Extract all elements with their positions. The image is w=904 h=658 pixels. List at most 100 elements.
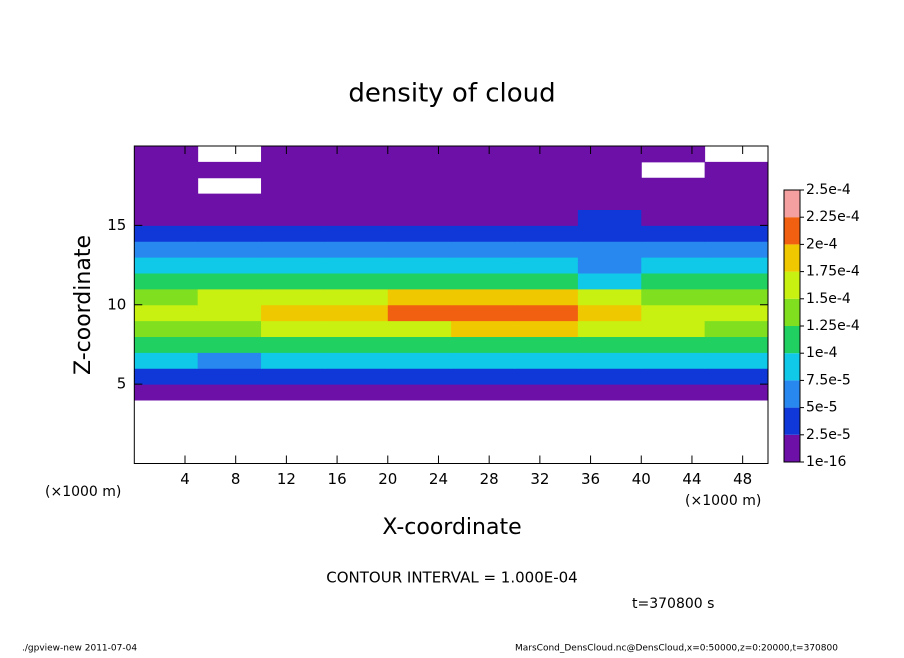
field-cell (134, 384, 199, 401)
x-unit: (×1000 m) (685, 493, 761, 509)
field-cell (261, 288, 325, 306)
field-cell (641, 288, 706, 306)
field-cell (704, 288, 769, 306)
field-cell (197, 273, 262, 290)
field-cell (387, 320, 452, 337)
field-cell (704, 161, 769, 179)
field-cell (324, 368, 389, 385)
field-cell (641, 273, 706, 290)
x-tick-label: 36 (581, 470, 600, 488)
colorbar-label: 1.25e-4 (806, 318, 860, 334)
field-cell (324, 320, 389, 337)
field-cell (261, 368, 325, 385)
field-cell (387, 257, 452, 274)
colorbar-bin (784, 244, 800, 272)
field-cell (134, 368, 199, 385)
field-cell (641, 209, 706, 226)
x-tick-label: 16 (328, 470, 347, 488)
field-cell (134, 225, 199, 242)
field-cell (197, 288, 262, 306)
field-cell (324, 161, 389, 179)
field-cell (324, 384, 389, 401)
colorbar-bin (784, 271, 800, 299)
field-cell (641, 368, 706, 385)
field-cell (324, 177, 389, 195)
field-cell (641, 304, 706, 322)
field-cell (261, 177, 325, 195)
field-cell (641, 336, 706, 353)
field-cell (261, 225, 325, 242)
field-cell (704, 304, 769, 322)
x-tick-label: 48 (733, 470, 752, 488)
field-cell (324, 241, 389, 258)
field-cell (134, 146, 199, 163)
field-cell (704, 257, 769, 274)
field-cell (641, 225, 706, 242)
field-cell (514, 193, 579, 210)
field-cell (387, 352, 452, 369)
field-cell (387, 161, 452, 179)
colorbar-label: 2.5e-5 (806, 427, 851, 443)
field-cell (704, 209, 769, 226)
field-cell (197, 336, 262, 353)
footer: MarsCond_DensCloud.nc@DensCloud,x=0:5000… (515, 644, 838, 654)
time-label: t=370800 s (632, 596, 714, 612)
field-cell (387, 336, 452, 353)
field-cell (704, 225, 769, 242)
field-cell (387, 225, 452, 242)
field-cell (134, 177, 199, 195)
field-cell (261, 352, 325, 369)
field-cell (514, 273, 579, 290)
colorbar-label: 2e-4 (806, 236, 838, 252)
field-cell (324, 352, 389, 369)
field-cell (451, 352, 516, 369)
colorbar-bin (784, 217, 800, 245)
field-cell (514, 288, 579, 306)
field-cell (261, 273, 325, 290)
field-cell (451, 209, 516, 226)
field-cell (261, 193, 325, 210)
field-cell (134, 161, 199, 179)
field-cell (197, 384, 262, 401)
field-cell (577, 241, 642, 258)
field-cell (387, 146, 452, 163)
field-cell (261, 146, 325, 163)
field-cell (577, 209, 642, 226)
field-cell (261, 320, 325, 337)
x-tick-label: 40 (632, 470, 651, 488)
field-cell (324, 146, 389, 163)
field-cell (324, 336, 389, 353)
field-cell (704, 384, 769, 401)
field-cell (134, 241, 199, 258)
field-cell (641, 241, 706, 258)
colorbar-bin (784, 380, 800, 408)
field-cell (577, 257, 642, 274)
field-cell (134, 336, 199, 353)
field-cell (451, 257, 516, 274)
colorbar-label: 2.25e-4 (806, 209, 860, 225)
colorbar-label: 1e-4 (806, 345, 838, 361)
colorbar-label: 5e-5 (806, 400, 837, 416)
field-cell (261, 304, 325, 322)
field-cell (451, 146, 516, 163)
field-cell (514, 336, 579, 353)
field-cell (704, 273, 769, 290)
field-cell (324, 257, 389, 274)
field-cell (514, 161, 579, 179)
field-cell (641, 177, 706, 195)
x-unit: (×1000 m) (45, 484, 121, 500)
field-cell (387, 273, 452, 290)
field-cell (197, 257, 262, 274)
field-cell (451, 384, 516, 401)
colorbar-bin (784, 407, 800, 435)
field-cell (324, 209, 389, 226)
field-cell (261, 161, 325, 179)
field-cell (261, 209, 325, 226)
field-cell (451, 304, 516, 322)
field-cell (387, 209, 452, 226)
y-tick-label: 10 (107, 295, 126, 313)
field-cell (641, 257, 706, 274)
field-cell (197, 161, 262, 179)
x-tick-label: 8 (231, 470, 241, 488)
